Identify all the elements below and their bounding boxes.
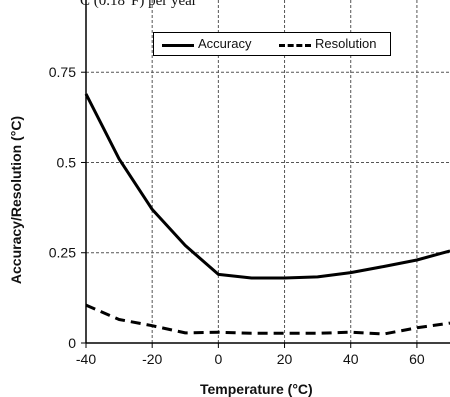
legend-label-accuracy: Accuracy xyxy=(198,36,252,51)
x-tick-label: -20 xyxy=(142,351,162,367)
series-line-accuracy xyxy=(84,93,450,280)
y-tick-label: 0.5 xyxy=(57,154,77,170)
axes xyxy=(81,0,450,348)
series-line-resolution xyxy=(85,303,450,336)
tick-labels: -40 -20 0 20 40 60 0 0.25 0.5 0.75 xyxy=(49,64,425,367)
x-tick-label: -40 xyxy=(76,351,96,367)
y-tick-label: 0 xyxy=(68,335,76,351)
legend-label-resolution: Resolution xyxy=(315,36,377,51)
legend: Accuracy Resolution xyxy=(153,32,391,56)
x-tick-label: 60 xyxy=(409,351,425,367)
legend-swatch-accuracy xyxy=(162,44,194,47)
x-tick-label: 20 xyxy=(277,351,293,367)
x-axis-label: Temperature (°C) xyxy=(200,381,313,397)
x-tick-label: 0 xyxy=(214,351,222,367)
grid-lines xyxy=(86,0,450,343)
series-lines xyxy=(84,93,450,336)
legend-swatch-resolution xyxy=(279,44,311,47)
y-tick-label: 0.75 xyxy=(49,64,76,80)
x-tick-label: 40 xyxy=(343,351,359,367)
y-tick-label: 0.25 xyxy=(49,245,76,261)
top-caption: C (0.18°F) per year xyxy=(80,0,197,9)
y-axis-label: Accuracy/Resolution (°C) xyxy=(8,116,24,284)
